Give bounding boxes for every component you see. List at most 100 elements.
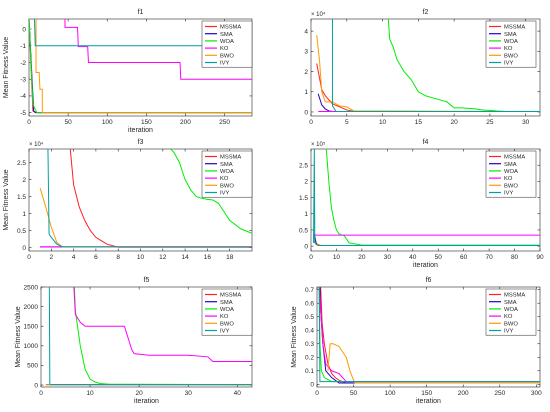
y-tick-label: 0.7 [305, 287, 314, 294]
x-tick-label: 8 [116, 254, 120, 261]
axis-exponent: × 10⁵ [311, 141, 326, 148]
y-tick-label: 0 [304, 243, 308, 250]
x-tick-label: 30 [384, 254, 392, 261]
legend-label: KO [504, 46, 513, 52]
x-axis-label: iteration [128, 127, 153, 134]
x-tick-label: 0 [315, 390, 319, 397]
x-axis-label: iteration [416, 398, 441, 405]
series-line-ivy [331, 19, 540, 113]
y-tick-label: 0 [304, 109, 308, 116]
legend-label: MSSMA [220, 155, 241, 161]
legend-box [485, 288, 537, 336]
legend-label: MSSMA [220, 25, 241, 31]
y-tick-label: 1.5 [299, 195, 308, 202]
series-lines [45, 287, 252, 386]
y-tick-label: 0.6 [305, 301, 314, 308]
y-axis-label: Mean Fitness Value [291, 306, 298, 367]
x-tick-label: 250 [494, 390, 505, 397]
legend-label: KO [504, 314, 513, 320]
legend-box [201, 150, 253, 198]
x-tick-label: 50 [435, 254, 443, 261]
legend-label: KO [220, 176, 229, 182]
legend-label: SMA [220, 32, 233, 38]
series-line-ivy [47, 149, 252, 248]
x-tick-label: 40 [234, 390, 242, 397]
y-tick-label: 500 [27, 363, 38, 370]
legend-label: MSSMA [220, 293, 241, 299]
x-axis-label: iteration [134, 398, 159, 405]
subplot-5: 0 10 20 30 40 0 500 1000 1500 2000 2500 f5 iteration… [15, 277, 253, 405]
chart-title: f1 [138, 9, 144, 16]
legend-label: IVY [504, 191, 513, 197]
x-tick-label: 20 [358, 254, 366, 261]
x-tick-label: 60 [460, 254, 468, 261]
legend-label: BWO [220, 53, 234, 59]
series-lines [316, 19, 540, 113]
series-line-ko [73, 287, 252, 363]
legend-label: IVY [220, 329, 229, 335]
y-tick-label: 2 [304, 179, 308, 186]
y-tick-label: 1 [304, 211, 308, 218]
legend-label: SMA [504, 162, 517, 168]
legend-label: BWO [220, 321, 234, 327]
y-tick-label: 1 [304, 89, 308, 96]
legend-label: WOA [504, 169, 518, 175]
series-lines [318, 287, 540, 384]
y-tick-label: 1500 [24, 324, 39, 331]
y-tick-label: 0.5 [299, 227, 308, 234]
legend-label: BWO [504, 321, 518, 327]
legend-label: MSSMA [504, 293, 525, 299]
y-tick-label: 0.5 [17, 228, 26, 235]
subplot-2: 0 5 10 15 20 25 30 0 1 2 3 4 f2 × 10⁴ MSSMASMAWOAKOBWO… [304, 9, 541, 126]
subplot-6: 0 50 100 150 200 250 300 0 0.1 0.2 0.3 0.4 0.5 0.6 0.7… [291, 277, 542, 405]
y-tick-label: 1.5 [17, 194, 26, 201]
y-tick-label: 2 [22, 177, 26, 184]
subplot-3: 0 2 4 6 8 10 12 14 16 18 0 0.5 1 1.5 2 2.5 f3 Mean Fitnes… [3, 139, 253, 261]
legend-label: WOA [220, 169, 234, 175]
chart-title: f3 [138, 139, 144, 146]
legend-label: IVY [504, 329, 513, 335]
series-line-mssma [69, 149, 252, 248]
series-line-woa [170, 149, 252, 234]
x-tick-label: 20 [451, 119, 459, 126]
x-tick-label: 250 [219, 119, 230, 126]
legend-label: SMA [504, 32, 517, 38]
x-tick-label: 10 [333, 254, 341, 261]
x-tick-label: 30 [522, 119, 530, 126]
axis-exponent: × 10⁴ [29, 141, 44, 148]
y-tick-label: 2500 [24, 284, 39, 291]
series-line-woa [325, 149, 540, 246]
y-tick-label: -5 [20, 110, 26, 117]
legend-label: WOA [504, 39, 518, 45]
legend-label: MSSMA [504, 155, 525, 161]
x-tick-label: 200 [458, 390, 469, 397]
x-tick-label: 5 [345, 119, 349, 126]
x-tick-label: 0 [27, 119, 31, 126]
legend-label: KO [220, 46, 229, 52]
series-line-woa [73, 287, 252, 386]
x-tick-label: 14 [181, 254, 189, 261]
x-tick-label: 50 [65, 119, 73, 126]
legend-label: SMA [504, 300, 517, 306]
series-line-ko [318, 287, 540, 383]
legend-label: BWO [220, 183, 234, 189]
y-tick-label: 0.2 [305, 355, 314, 362]
y-tick-label: 0.1 [305, 368, 314, 375]
x-tick-label: 0 [39, 390, 43, 397]
subplot-1: 0 50 100 150 200 250 -5 -4 -3 -2 -1 0 f1 iteration Mea… [3, 9, 253, 134]
legend-box [485, 150, 537, 198]
y-axis-label: Mean Fitness Value [3, 37, 10, 98]
x-tick-label: 12 [159, 254, 167, 261]
series-lines [29, 19, 252, 114]
x-tick-label: 2 [49, 254, 53, 261]
y-tick-label: 0 [22, 26, 26, 33]
legend-label: WOA [504, 307, 518, 313]
x-tick-label: 0 [309, 254, 313, 261]
series-line-ivy [48, 287, 252, 386]
y-tick-label: 2000 [24, 304, 39, 311]
x-tick-label: 10 [86, 390, 94, 397]
x-tick-label: 100 [102, 119, 113, 126]
